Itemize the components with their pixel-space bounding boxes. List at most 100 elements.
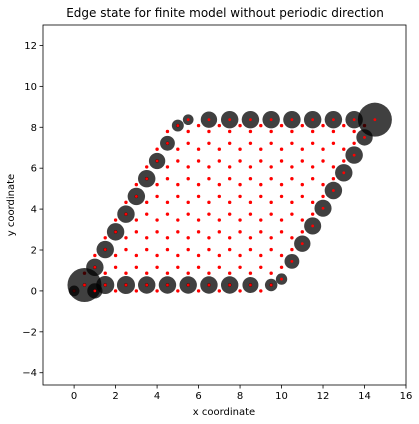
lattice-site-point [290, 177, 294, 181]
lattice-site-point [238, 265, 242, 269]
lattice-site-point [342, 147, 346, 151]
lattice-site-point [300, 182, 304, 187]
y-axis-ticks: −4 −2 0 2 4 6 8 10 12 [22, 41, 43, 379]
lattice-site-point [331, 141, 336, 145]
lattice-site-point [290, 165, 294, 169]
lattice-site-point [196, 265, 201, 269]
lattice-site-point [145, 200, 149, 205]
lattice-site-point [227, 212, 232, 216]
lattice-site-point [259, 182, 263, 187]
edge-site-center [363, 135, 366, 139]
lattice-site-point [165, 247, 170, 252]
lattice-site-point [217, 218, 222, 222]
lattice-site-point [186, 200, 190, 205]
lattice-site-point [145, 271, 149, 275]
lattice-site-point [269, 177, 273, 181]
edge-site-center [124, 212, 128, 216]
edge-site-center [166, 141, 169, 145]
lattice-site-point [227, 129, 232, 134]
lattice-site-point [248, 271, 253, 275]
lattice-site-point [165, 177, 170, 181]
plot-frame [42, 24, 407, 386]
lattice-site-point [279, 147, 284, 151]
lattice-site-point [145, 165, 149, 169]
x-tick-label: 16 [400, 391, 413, 402]
edge-site-center [207, 283, 211, 287]
edge-site-center [332, 118, 335, 122]
x-tick-label: 12 [317, 391, 330, 402]
x-axis-ticks: 0 2 4 6 8 10 12 14 16 [71, 385, 412, 402]
lattice-site-point [165, 271, 170, 275]
lattice-site-point [217, 194, 222, 199]
lattice-site-point [290, 129, 294, 134]
edge-site-center [176, 124, 180, 127]
lattice-site-point [155, 289, 159, 293]
lattice-site-point [134, 253, 139, 258]
lattice-site-point [227, 141, 232, 145]
lattice-site-point [134, 230, 139, 234]
edge-site-center [145, 177, 149, 181]
edge-site-center [145, 283, 149, 287]
edge-site-center [114, 230, 117, 234]
edge-site-center [300, 242, 304, 246]
lattice-site-point [176, 265, 180, 269]
y-tick-label: 12 [24, 41, 37, 52]
lattice-site-point [207, 236, 211, 240]
lattice-site-point [248, 200, 253, 205]
lattice-site-point [155, 182, 159, 187]
lattice-site-point [238, 147, 242, 151]
lattice-site-point [176, 147, 180, 151]
edge-site-center [342, 171, 346, 175]
lattice-site-point [176, 194, 180, 199]
lattice-site-point [227, 236, 232, 240]
lattice-site-point [238, 230, 242, 234]
lattice-site-point [248, 129, 253, 134]
lattice-site-point [134, 182, 139, 187]
edge-site-center [134, 195, 138, 198]
lattice-site-point [310, 141, 315, 145]
lattice-site-point [186, 141, 190, 145]
y-tick-label: −2 [22, 327, 37, 338]
lattice-site-point [238, 289, 242, 293]
y-tick-label: 8 [31, 123, 37, 134]
lattice-site-point [238, 159, 242, 163]
x-tick-label: 2 [112, 391, 118, 402]
lattice-site-point [207, 200, 211, 205]
lattice-site-point [269, 165, 273, 169]
lattice-site-point [196, 230, 201, 234]
lattice-site-point [300, 218, 304, 222]
lattice-site-point [300, 230, 304, 234]
chart-title: Edge state for finite model without peri… [66, 6, 384, 20]
lattice-site-point [217, 265, 222, 269]
x-tick-label: 10 [275, 391, 288, 402]
edge-site-center [311, 224, 315, 228]
edge-site-center [83, 283, 86, 287]
lattice-site-point [269, 141, 273, 145]
lattice-site-point [217, 182, 222, 187]
edge-site-center [186, 118, 190, 122]
lattice-site-point [134, 265, 139, 269]
lattice-site-point [259, 194, 263, 199]
lattice-site-point [124, 271, 128, 275]
lattice-site-point [145, 212, 149, 216]
lattice-site-point [176, 289, 180, 293]
edge-site-center [103, 248, 107, 251]
edge-site-center [290, 259, 294, 263]
lattice-site-point [310, 165, 315, 169]
lattice-site-point [238, 123, 242, 128]
lattice-site-point [259, 230, 263, 234]
lattice-site-point [186, 165, 190, 169]
edge-site-center [155, 159, 159, 163]
lattice-site-point [196, 123, 201, 128]
lattice-site-point [259, 218, 263, 222]
x-axis-label: x coordinate [193, 407, 255, 418]
lattice-site-point [155, 253, 159, 258]
edge-site-center [166, 283, 169, 287]
lattice-site-point [186, 271, 190, 275]
lattice-site-point [155, 265, 159, 269]
lattice-site-point [259, 123, 263, 128]
y-tick-label: 0 [31, 286, 37, 297]
lattice-site-point [300, 123, 304, 128]
lattice-site-point [321, 159, 325, 163]
